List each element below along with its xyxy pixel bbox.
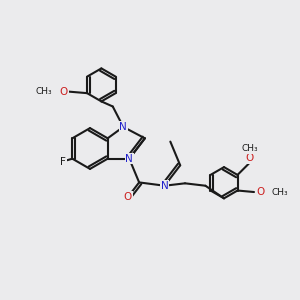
Text: N: N [161, 181, 169, 191]
Text: CH₃: CH₃ [272, 188, 288, 196]
Text: N: N [125, 154, 133, 164]
Text: O: O [256, 187, 264, 197]
Text: N: N [119, 122, 127, 132]
Text: F: F [60, 157, 66, 167]
Text: O: O [60, 87, 68, 97]
Text: O: O [245, 153, 253, 163]
Text: CH₃: CH₃ [241, 144, 258, 153]
Text: CH₃: CH₃ [36, 87, 52, 96]
Text: O: O [124, 192, 132, 202]
